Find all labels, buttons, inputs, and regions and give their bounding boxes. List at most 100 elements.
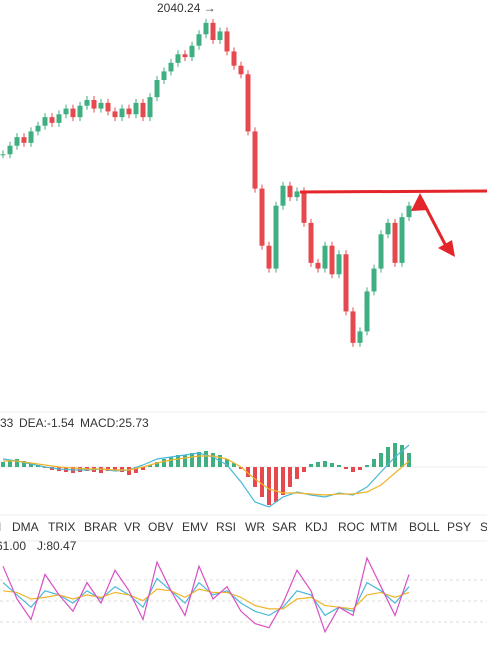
candle: [154, 80, 160, 98]
macd-bar: [337, 465, 341, 467]
candle: [70, 108, 76, 118]
indicator-tab[interactable]: TRIX: [48, 520, 75, 534]
indicator-tab[interactable]: OBV: [148, 520, 173, 534]
candle: [266, 245, 272, 269]
candle: [308, 222, 314, 263]
macd-bar: [29, 463, 33, 467]
indicator-tab[interactable]: SAR: [272, 520, 297, 534]
indicator-tab[interactable]: ROC: [338, 520, 365, 534]
indicator-tab[interactable]: RSI: [216, 520, 236, 534]
candle: [322, 245, 328, 269]
indicator-tab[interactable]: KDJ: [305, 520, 328, 534]
indicator-tab[interactable]: I: [0, 520, 1, 534]
candle: [203, 22, 209, 35]
candle: [210, 22, 216, 40]
indicator-tab[interactable]: PSY: [447, 520, 471, 534]
macd-bar: [134, 467, 138, 473]
macd-bar: [197, 452, 201, 467]
candle: [7, 145, 13, 155]
macd-bar: [127, 467, 131, 475]
indicator-tab[interactable]: BRAR: [84, 520, 118, 534]
macd-bar: [386, 447, 390, 467]
indicator-tab[interactable]: VR: [124, 520, 141, 534]
macd-bar: [113, 467, 117, 470]
macd-bar: [323, 461, 327, 467]
macd-bar: [372, 459, 376, 467]
macd-bar: [211, 453, 215, 467]
macd-bar: [162, 459, 166, 467]
macd-legend: DEA:-1.54: [19, 416, 75, 430]
macd-bar: [288, 467, 292, 487]
candle: [14, 137, 20, 146]
indicator-tab[interactable]: BOLL: [409, 520, 440, 534]
candle: [259, 188, 265, 246]
candle: [98, 102, 104, 109]
drawing: [299, 189, 487, 257]
candle: [119, 108, 125, 118]
macd-bar: [344, 467, 348, 469]
candle: [336, 254, 342, 275]
candle: [105, 102, 111, 112]
high-label: 2040.24 →: [157, 1, 216, 15]
candle: [371, 268, 377, 292]
macd-bar: [155, 462, 159, 467]
candle: [301, 191, 307, 223]
macd-bar: [330, 463, 334, 467]
candle: [0, 154, 6, 156]
kdj-legend: 61.00: [0, 539, 26, 553]
candle: [378, 234, 384, 269]
candle: [217, 31, 223, 40]
candle: [287, 185, 293, 198]
candle: [273, 205, 279, 269]
macd-bar: [309, 464, 313, 467]
macd-bar: [400, 445, 404, 467]
candle: [77, 105, 83, 118]
candle: [168, 62, 174, 72]
macd-bar: [281, 467, 285, 495]
indicator-tab[interactable]: DMA: [12, 520, 39, 534]
candle: [406, 205, 412, 218]
indicator-tab[interactable]: S: [480, 520, 487, 534]
j-line: [2, 556, 410, 634]
candle: [357, 331, 363, 343]
macd-bar: [239, 467, 243, 469]
macd-legend: 33: [0, 416, 14, 430]
indicator-tab[interactable]: MTM: [370, 520, 397, 534]
candle: [42, 117, 48, 126]
candle: [224, 31, 230, 52]
macd-bar: [274, 467, 278, 502]
indicator-tab[interactable]: WR: [245, 520, 265, 534]
macd-bar: [260, 467, 264, 497]
resistance-line: [299, 189, 487, 194]
macd-bar: [379, 453, 383, 467]
indicator-tab[interactable]: EMV: [182, 520, 208, 534]
candle: [84, 100, 90, 106]
macd-bar: [351, 467, 355, 472]
macd-bar: [99, 467, 103, 473]
candle: [21, 137, 27, 143]
candle: [238, 65, 244, 75]
macd-bar: [225, 459, 229, 467]
macd-bar: [204, 451, 208, 467]
d-line: [2, 588, 410, 610]
macd-bar: [302, 467, 306, 472]
candle: [63, 108, 69, 115]
macd-bar: [295, 467, 299, 479]
candle: [56, 114, 62, 123]
macd-bar: [246, 467, 250, 477]
candle: [280, 185, 286, 206]
candle: [91, 100, 97, 109]
macd-bar: [232, 463, 236, 467]
macd-bar: [176, 455, 180, 467]
candle: [385, 222, 391, 235]
macd-bar: [316, 462, 320, 467]
candle: [49, 117, 55, 123]
macd-bar: [148, 465, 152, 467]
macd-bar: [358, 467, 362, 470]
macd-bar: [22, 461, 26, 467]
candle: [364, 291, 370, 332]
candle: [28, 131, 34, 143]
arrow-head: [411, 193, 429, 211]
dif-line: [2, 444, 410, 508]
